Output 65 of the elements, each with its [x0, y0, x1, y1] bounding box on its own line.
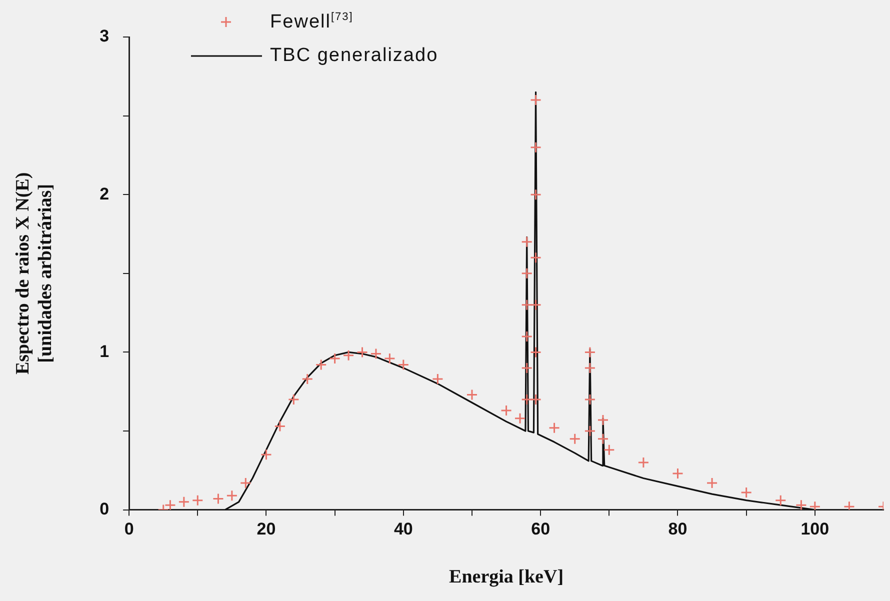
point: [302, 373, 314, 385]
point: [548, 422, 560, 434]
point: [638, 456, 650, 468]
point: [342, 350, 354, 362]
point: [521, 362, 533, 374]
point: [521, 299, 533, 311]
point: [370, 348, 382, 360]
point: [521, 394, 533, 406]
point: [530, 394, 542, 406]
point: [288, 394, 300, 406]
point: [584, 362, 596, 374]
x-axis-title: Energia [keV]: [449, 566, 564, 588]
point: [530, 252, 542, 264]
point: [274, 420, 286, 432]
point: [521, 268, 533, 280]
point: [500, 404, 512, 416]
x-tick-label: 80: [668, 520, 688, 539]
legend-label: TBC generalizado: [270, 45, 438, 67]
point: [569, 433, 581, 445]
point: [603, 444, 615, 456]
point: [466, 389, 478, 400]
x-tick-label: 20: [256, 520, 276, 539]
y-tick-label: 1: [100, 342, 110, 361]
x-tick-label: 100: [800, 520, 830, 539]
point: [164, 499, 176, 510]
y-tick-label: 0: [100, 499, 110, 518]
point: [530, 94, 542, 106]
point: [432, 373, 444, 385]
point: [514, 412, 526, 424]
y-axis-title: Espectro de raios X N(E) [unidades arbitrárias]: [12, 172, 56, 375]
point: [843, 500, 855, 510]
point: [192, 494, 204, 506]
point: [530, 142, 542, 154]
point: [706, 477, 718, 489]
point: [584, 425, 596, 437]
point: [672, 468, 684, 480]
point: [315, 359, 327, 371]
x-tick-label: 40: [394, 520, 413, 539]
point: [530, 188, 542, 200]
point: [530, 346, 542, 358]
point: [597, 433, 609, 445]
point: [356, 346, 368, 358]
x-tick-label: 60: [531, 520, 550, 539]
y-tick-label: 3: [100, 26, 110, 46]
point: [809, 500, 821, 510]
point: [212, 493, 224, 505]
point: [178, 496, 190, 508]
point: [384, 352, 396, 364]
point: [530, 299, 542, 311]
point: [521, 236, 533, 248]
point: [329, 352, 341, 364]
x-tick-label: 0: [124, 520, 134, 539]
point: [226, 490, 238, 502]
point: [398, 359, 410, 371]
y-tick-label: 2: [100, 184, 110, 204]
point: [795, 499, 807, 510]
point: [584, 394, 596, 406]
point: [521, 330, 533, 342]
legend-label: Fewell$^{[73]}$: [270, 10, 354, 34]
point: [740, 486, 752, 498]
point: [240, 477, 252, 489]
point: [774, 494, 786, 506]
point: [584, 346, 596, 358]
point: [260, 448, 272, 460]
point: [597, 414, 609, 426]
